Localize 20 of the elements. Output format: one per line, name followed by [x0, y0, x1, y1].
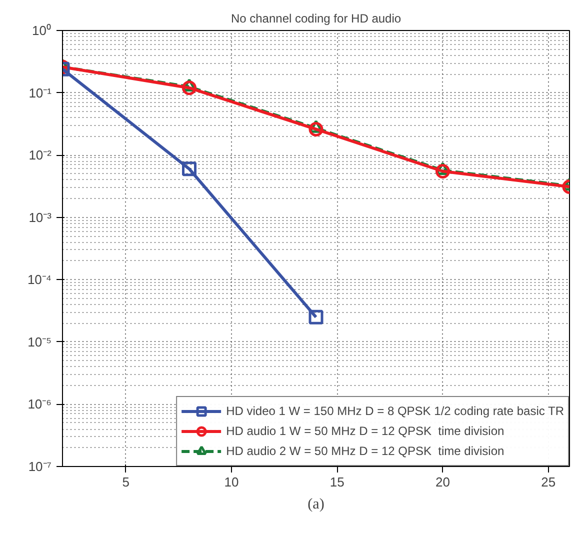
y-tick-label: 10⁻¹	[28, 85, 52, 100]
legend-label: HD audio 2 W = 50 MHz D = 12 QPSK time division	[226, 444, 504, 458]
x-tick-label: 20	[436, 474, 450, 490]
legend-label: HD audio 1 W = 50 MHz D = 12 QPSK time division	[226, 424, 504, 438]
chart-title: No channel coding for HD audio	[230, 12, 402, 26]
y-tick-label: 10⁻⁶	[28, 396, 52, 412]
y-tick-label: 10⁻³	[28, 210, 52, 225]
point	[308, 122, 324, 136]
y-tick-label: 10⁻⁴	[27, 272, 52, 288]
text: (a)	[308, 496, 324, 512]
x-tick-label: 10	[224, 474, 239, 490]
y-tick-label: 10⁻²	[28, 148, 52, 163]
x-tick-label: 15	[330, 474, 344, 490]
y-tick-label: 10⁻⁵	[28, 334, 52, 350]
y-tick-label: 10⁰	[32, 23, 52, 38]
x-tick-label: 5	[122, 474, 130, 490]
point	[308, 310, 324, 324]
y-tick-label: 10⁻⁷	[28, 459, 52, 474]
x-tick-label: 25	[541, 474, 556, 490]
legend-label: HD video 1 W = 150 MHz D = 8 QPSK 1/2 coding rate basic TR	[226, 404, 564, 418]
